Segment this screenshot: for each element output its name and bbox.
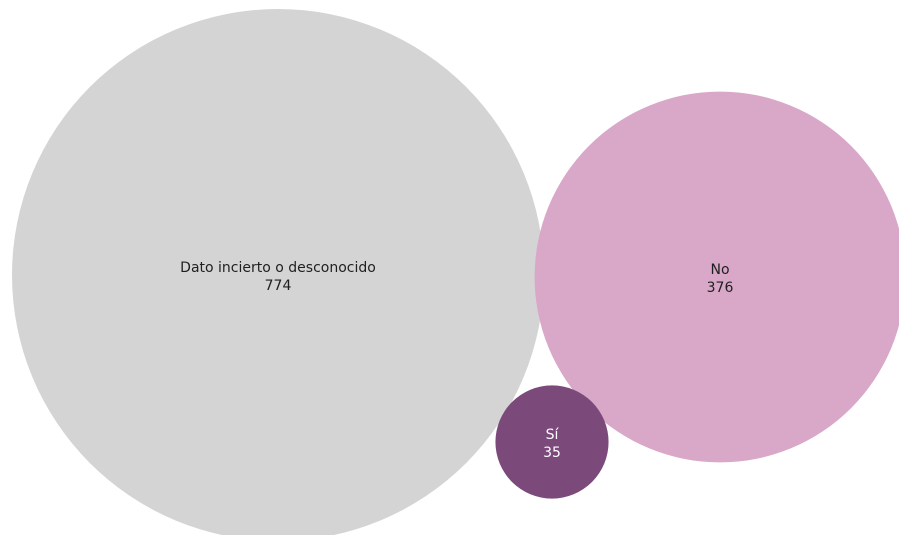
bubble-circle (534, 91, 899, 463)
bubble-circle (495, 385, 609, 499)
bubble-category-label: Dato incierto o desconocido (180, 260, 376, 276)
bubble-no: No 376 (534, 91, 899, 463)
bubble-value-label: 35 (543, 445, 561, 461)
bubble-si: Sí 35 (495, 385, 609, 499)
bubble-dato-incierto-o-desconocido: Dato incierto o desconocido 774 (12, 9, 544, 535)
bubble-value-label: 774 (265, 278, 292, 294)
bubble-category-label: No (710, 262, 729, 278)
bubble-category-label: Sí (546, 427, 560, 443)
bubble-value-label: 376 (707, 280, 734, 296)
bubble-circle (12, 9, 544, 535)
